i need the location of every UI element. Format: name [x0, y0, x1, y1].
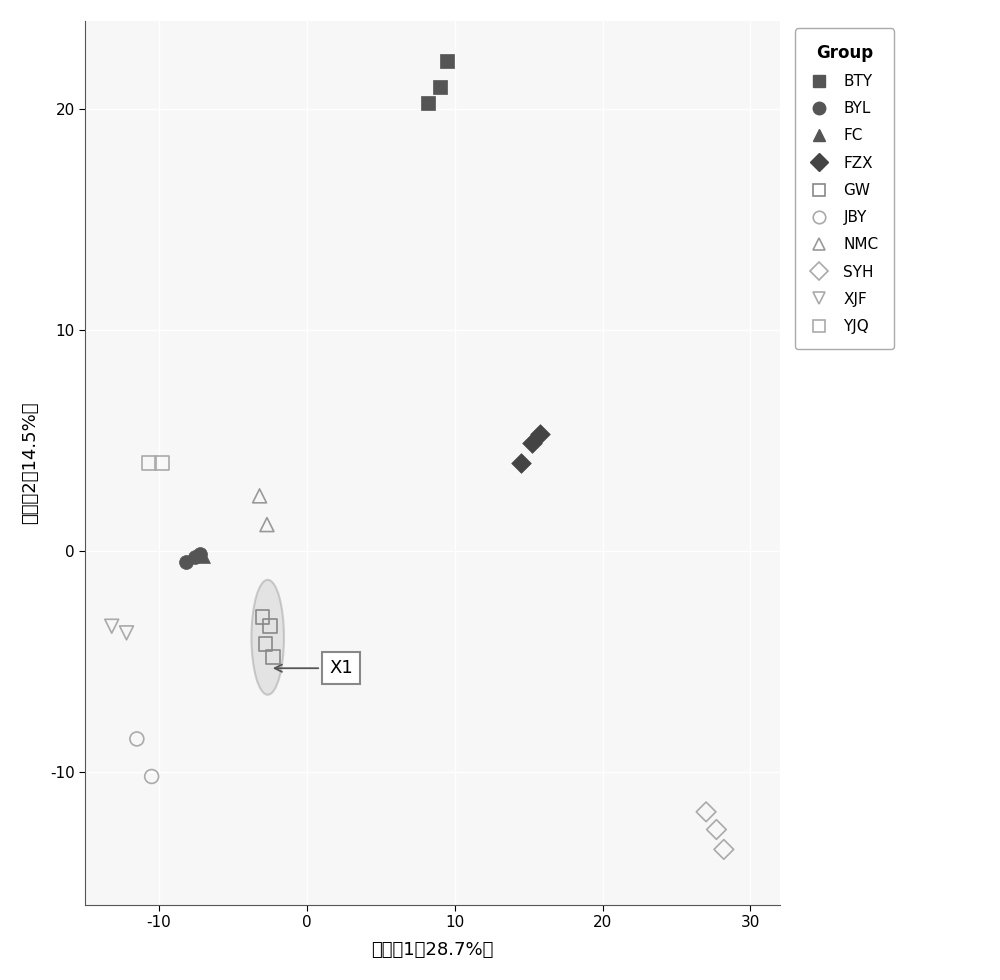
XJF	[104, 618, 120, 634]
FZX	[532, 426, 548, 442]
GW	[262, 618, 278, 634]
FC	[195, 548, 211, 564]
Legend: BTY, BYL, FC, FZX, GW, JBY, NMC, SYH, XJF, YJQ: BTY, BYL, FC, FZX, GW, JBY, NMC, SYH, XJ…	[795, 28, 894, 349]
JBY	[144, 768, 160, 784]
SYH	[708, 821, 724, 837]
JBY	[129, 731, 145, 747]
BYL	[187, 549, 203, 564]
YJQ	[141, 455, 157, 470]
BYL	[178, 555, 194, 570]
Y-axis label: 主成剈2（14.5%）: 主成剈2（14.5%）	[21, 402, 39, 524]
BTY	[439, 53, 455, 69]
XJF	[119, 625, 135, 641]
BTY	[420, 95, 436, 111]
GW	[265, 650, 281, 665]
BTY	[432, 79, 448, 95]
GW	[257, 636, 273, 652]
NMC	[252, 488, 268, 504]
FZX	[524, 435, 540, 451]
YJQ	[154, 455, 170, 470]
Text: X1: X1	[275, 660, 353, 677]
Ellipse shape	[251, 580, 284, 695]
SYH	[716, 842, 732, 858]
NMC	[259, 516, 275, 532]
BYL	[192, 547, 208, 563]
X-axis label: 主成剈1（28.7%）: 主成剈1（28.7%）	[371, 941, 494, 959]
GW	[255, 610, 271, 625]
FZX	[513, 455, 529, 470]
SYH	[698, 804, 714, 819]
